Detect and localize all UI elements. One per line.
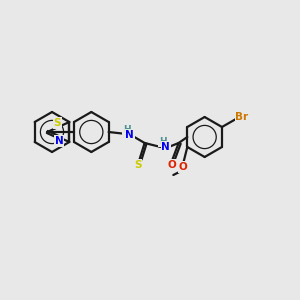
Text: S: S [54,118,61,128]
Text: S: S [134,160,141,170]
Text: N: N [125,130,134,140]
Text: N: N [161,142,170,152]
Text: H: H [159,137,167,146]
Text: O: O [179,162,188,172]
Text: H: H [123,125,130,134]
Text: O: O [167,160,176,170]
Text: N: N [55,136,64,146]
Text: Br: Br [236,112,248,122]
